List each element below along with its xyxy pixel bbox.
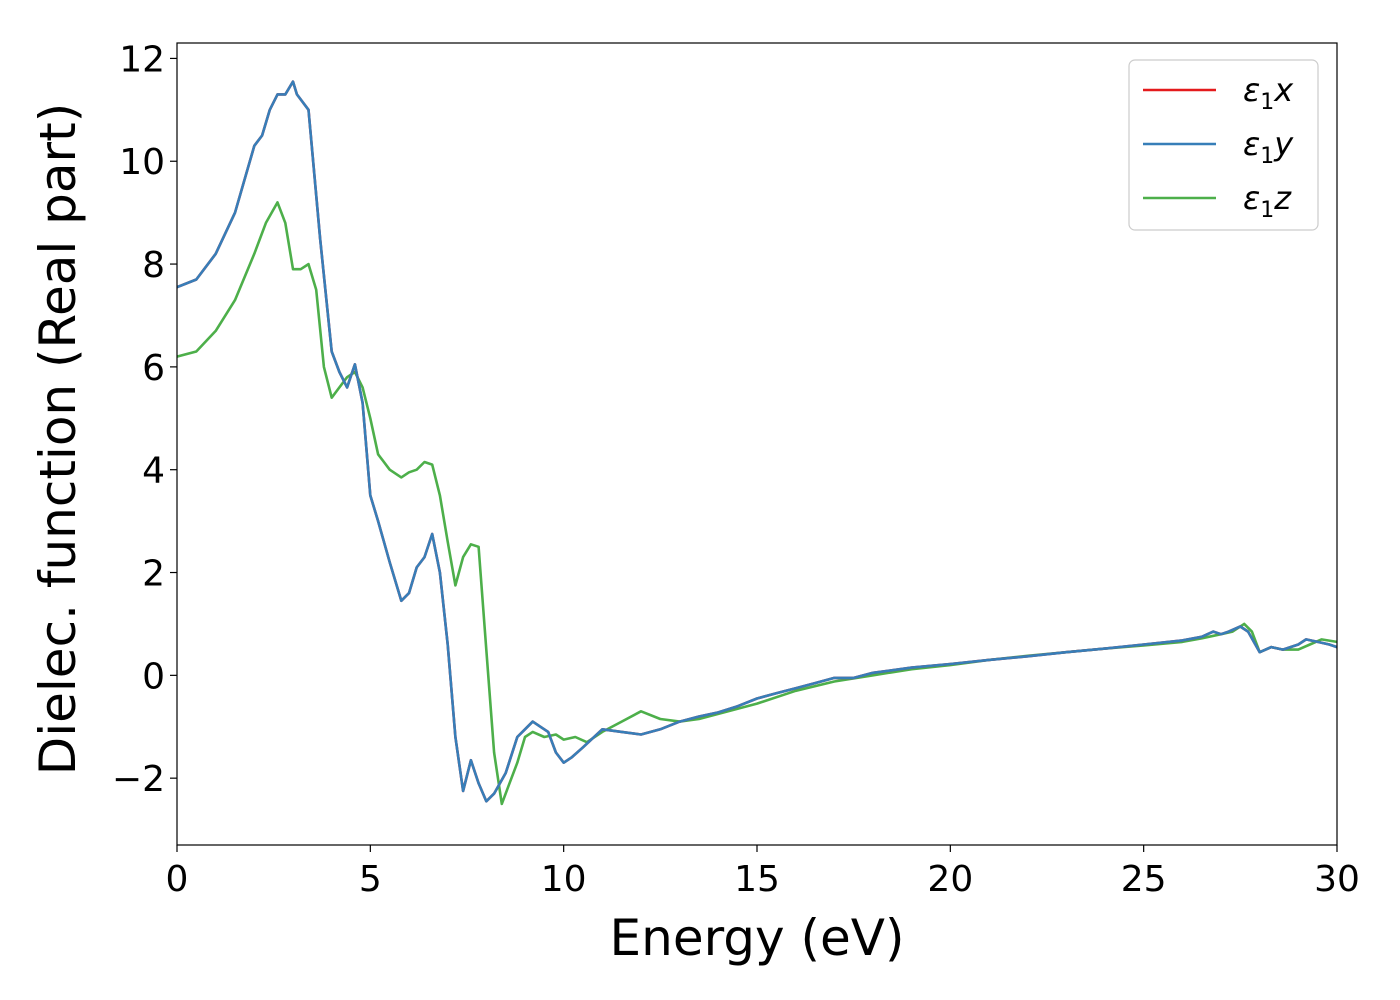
- x-tick-label: 5: [359, 859, 382, 900]
- x-tick-label: 10: [541, 859, 587, 900]
- y-tick-label: 12: [119, 39, 165, 80]
- legend-label-x: ε1x: [1243, 71, 1294, 115]
- x-tick-label: 20: [927, 859, 973, 900]
- y-tick-label: −2: [112, 759, 165, 800]
- legend-label-z: ε1z: [1243, 179, 1292, 223]
- axis-ticks: 0 5 10 15 20 25 30 −2 0 2 4 6 8 10 12: [112, 39, 1360, 900]
- series-line-y: [177, 80, 1337, 803]
- y-tick-label: 6: [142, 348, 165, 389]
- x-tick-label: 30: [1314, 859, 1360, 900]
- y-axis-label: Dielec. function (Real part): [29, 103, 87, 775]
- series-line-z: [177, 201, 1337, 806]
- y-tick-label: 0: [142, 656, 165, 697]
- legend-label-y: ε1y: [1243, 125, 1294, 169]
- legend: ε1x ε1y ε1z: [1128, 59, 1319, 231]
- x-tick-label: 25: [1121, 859, 1167, 900]
- y-tick-label: 4: [142, 451, 165, 492]
- x-tick-label: 15: [734, 859, 780, 900]
- x-axis-label: Energy (eV): [610, 909, 905, 967]
- y-tick-label: 10: [119, 142, 165, 183]
- y-tick-label: 2: [142, 554, 165, 595]
- series-layer: [177, 80, 1337, 806]
- legend-box: [1128, 59, 1319, 231]
- y-tick-label: 8: [142, 245, 165, 286]
- x-tick-label: 0: [166, 859, 189, 900]
